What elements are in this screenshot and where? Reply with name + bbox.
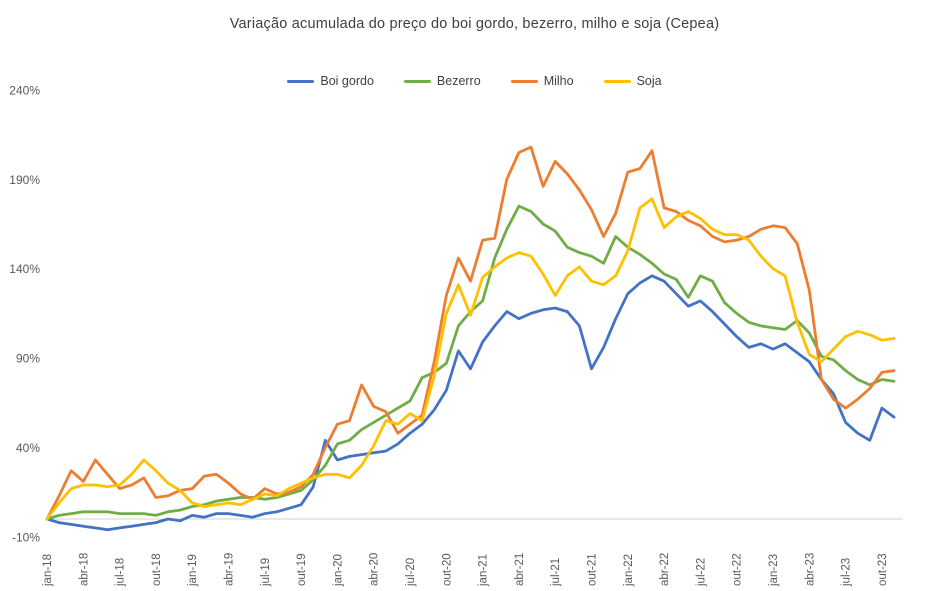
x-axis-tick-label: jan-18 — [42, 554, 54, 587]
y-axis-tick-label: 190% — [9, 173, 40, 187]
legend-swatch-soja — [603, 79, 631, 83]
chart-title: Variação acumulada do preço do boi gordo… — [229, 16, 720, 32]
x-axis-tick-label: jul-22 — [695, 558, 707, 587]
y-axis-tick-label: -10% — [12, 530, 40, 544]
series-line-soja — [45, 197, 896, 521]
legend-label-bezerro: Bezerro — [436, 74, 481, 88]
legend-label-soja: Soja — [636, 74, 662, 88]
x-axis-tick-label: out-23 — [877, 553, 889, 586]
x-axis-tick-label: jul-23 — [841, 558, 853, 587]
series-line-milho — [45, 145, 896, 521]
x-axis-tick-label: jul-20 — [405, 558, 417, 587]
legend-label-boi-gordo: Boi gordo — [320, 74, 374, 88]
x-axis-tick-label: out-20 — [441, 553, 453, 586]
legend-item-bezerro: Bezerro — [403, 74, 481, 88]
x-axis-tick-label: abr-20 — [369, 553, 381, 586]
y-axis-tick-label: 90% — [16, 352, 40, 366]
x-axis-tick-label: abr-21 — [514, 553, 526, 586]
x-axis-tick-label: jan-20 — [332, 554, 344, 587]
x-axis-tick-label: out-18 — [151, 553, 163, 586]
y-axis-tick-label: 40% — [16, 441, 40, 455]
x-axis-tick-label: jul-19 — [260, 558, 272, 587]
x-axis-tick-label: abr-23 — [804, 553, 816, 586]
y-axis-tick-label: 240% — [9, 83, 40, 97]
legend-swatch-boi-gordo — [287, 79, 315, 83]
y-axis-tick-label: 140% — [9, 262, 40, 276]
x-axis-tick-label: abr-22 — [659, 553, 671, 586]
legend-item-boi-gordo: Boi gordo — [287, 74, 374, 88]
x-axis-tick-label: jan-19 — [187, 554, 199, 587]
x-axis-tick-label: abr-19 — [224, 553, 236, 586]
chart-legend: Boi gordo Bezerro Milho Soja — [0, 72, 949, 90]
x-axis-tick-label: out-22 — [732, 553, 744, 586]
legend-swatch-bezerro — [403, 79, 431, 83]
legend-item-milho: Milho — [510, 74, 574, 88]
legend-swatch-milho — [510, 79, 538, 83]
x-axis-tick-label: jul-21 — [550, 558, 562, 587]
x-axis-tick-label: jan-23 — [768, 554, 780, 587]
legend-label-milho: Milho — [543, 74, 574, 88]
legend-item-soja: Soja — [603, 74, 662, 88]
x-axis-tick-label: out-19 — [296, 553, 308, 586]
series-line-boi-gordo — [45, 274, 896, 532]
x-axis-tick-label: jan-22 — [623, 554, 635, 587]
x-axis-tick-label: jan-21 — [478, 554, 490, 587]
x-axis-tick-label: out-21 — [587, 553, 599, 586]
x-axis-tick-label: jul-18 — [115, 558, 127, 587]
x-axis-tick-label: abr-18 — [78, 553, 90, 586]
series-line-bezerro — [45, 204, 896, 521]
